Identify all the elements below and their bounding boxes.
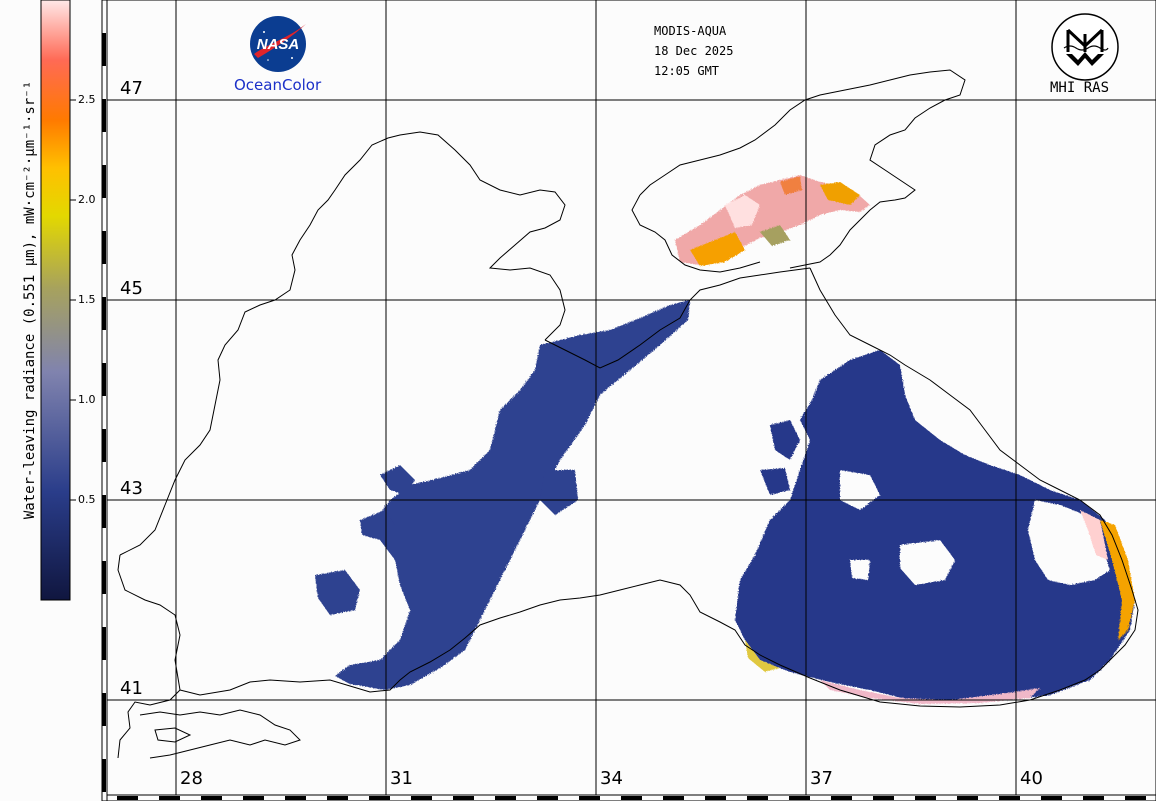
longitude-label: 31 <box>390 768 413 789</box>
ruler-segment <box>102 627 106 660</box>
ruler-segment <box>789 796 810 800</box>
ruler-segment <box>663 796 684 800</box>
ruler-segment <box>102 99 106 132</box>
ruler-segment <box>159 796 180 800</box>
longitude-label: 28 <box>180 768 203 789</box>
graticule <box>107 0 1156 795</box>
lat-ruler-segments <box>102 33 106 792</box>
nasa-logo: NASA <box>250 16 306 72</box>
ruler-segment <box>957 796 978 800</box>
colorbar-label: Water-leaving radiance (0.551 µm), mW·cm… <box>22 80 38 520</box>
image-date: 18 Dec 2025 <box>654 44 734 58</box>
longitude-label: 34 <box>600 768 623 789</box>
longitude-label: 40 <box>1020 768 1043 789</box>
oceancolor-text: OceanColor <box>234 76 322 94</box>
ruler-segment <box>1041 796 1062 800</box>
colorbar-ticks <box>70 99 76 501</box>
ruler-segment <box>369 796 390 800</box>
ruler-segment <box>327 796 348 800</box>
ruler-segment <box>873 796 894 800</box>
ruler-segment <box>915 796 936 800</box>
coastal-high-values <box>745 510 1135 704</box>
ruler-segment <box>102 693 106 726</box>
ruler-segment <box>102 231 106 264</box>
coastline <box>117 69 1139 759</box>
ruler-segment <box>411 796 432 800</box>
lon-ruler-segments <box>117 796 1146 800</box>
azov-sea-data <box>675 175 870 266</box>
latitude-label: 41 <box>120 678 143 699</box>
ruler-segment <box>747 796 768 800</box>
latitude-label: 47 <box>120 78 143 99</box>
western-water-data <box>315 300 690 690</box>
ruler-segment <box>831 796 852 800</box>
ruler-segment <box>201 796 222 800</box>
lat-scale-ruler <box>101 0 108 801</box>
longitude-label: 37 <box>810 768 833 789</box>
image-time: 12:05 GMT <box>654 64 720 78</box>
colorbar-tick-label: 2.5 <box>78 93 96 106</box>
ruler-segment <box>102 165 106 198</box>
colorbar-fill <box>40 0 71 601</box>
nasa-logo-text: NASA <box>257 36 300 53</box>
ruler-segment <box>537 796 558 800</box>
ruler-segment <box>102 429 106 462</box>
mhi-logo <box>1051 13 1119 81</box>
ruler-segment <box>285 796 306 800</box>
ruler-segment <box>102 363 106 396</box>
ruler-segment <box>243 796 264 800</box>
ruler-segment <box>999 796 1020 800</box>
ruler-segment <box>621 796 642 800</box>
latitude-label: 43 <box>120 478 143 499</box>
sensor-name: MODIS-AQUA <box>654 24 727 38</box>
ruler-segment <box>1125 796 1146 800</box>
ruler-segment <box>1083 796 1104 800</box>
ruler-segment <box>102 33 106 66</box>
colorbar-tick-label: 1.0 <box>78 393 96 406</box>
eastern-water-data <box>735 350 1135 703</box>
latitude-label: 45 <box>120 278 143 299</box>
ruler-segment <box>705 796 726 800</box>
ruler-segment <box>579 796 600 800</box>
colorbar-tick-label: 1.5 <box>78 293 96 306</box>
mhi-ras-text: MHI RAS <box>1050 80 1110 96</box>
ruler-segment <box>102 561 106 594</box>
ruler-segment <box>102 297 106 330</box>
ruler-segment <box>453 796 474 800</box>
ruler-segment <box>102 495 106 528</box>
ruler-segment <box>117 796 138 800</box>
colorbar-tick-label: 0.5 <box>78 493 96 506</box>
colorbar-tick-label: 2.0 <box>78 193 96 206</box>
colorbar <box>40 0 76 601</box>
ruler-segment <box>495 796 516 800</box>
ruler-segment <box>102 759 106 792</box>
